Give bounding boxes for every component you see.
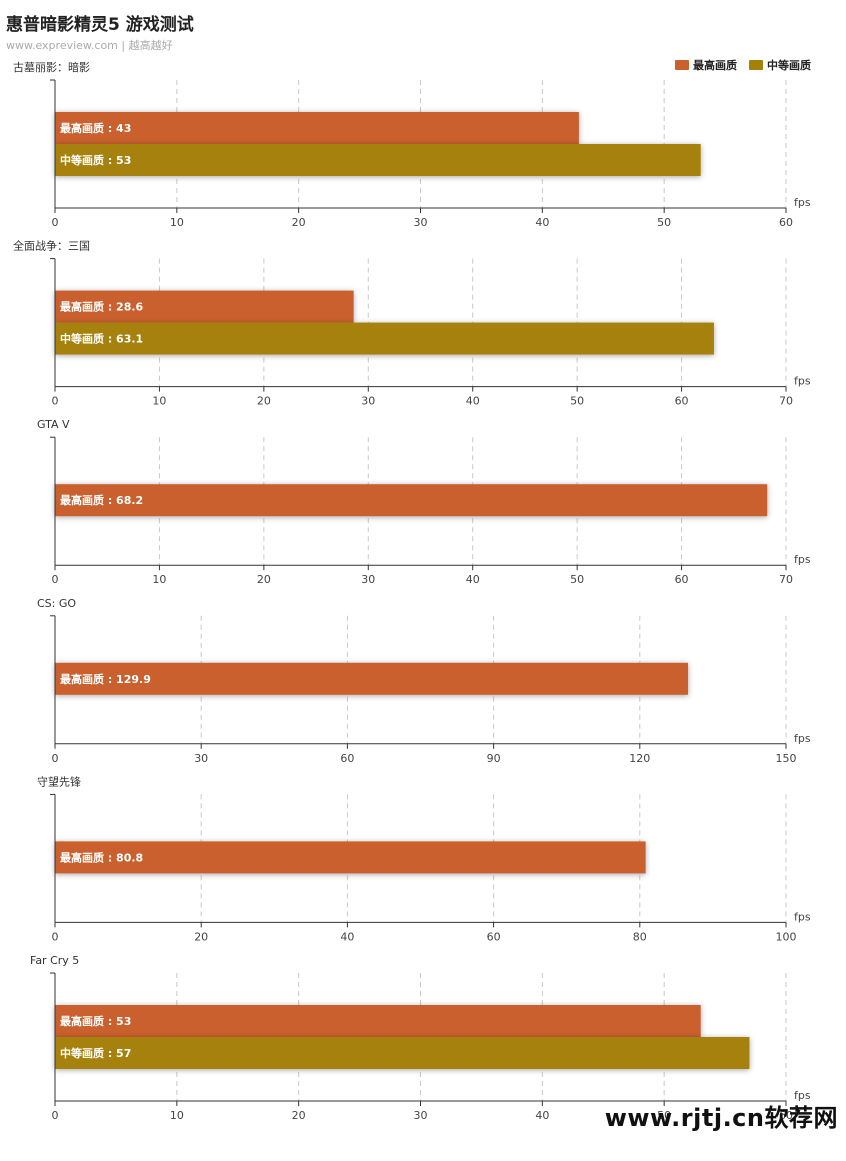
chart-5: Far Cry 5 最高画质 : 53 中等画质 : 57 0 10 20 30 40 50 60… bbox=[30, 954, 811, 1122]
x-axis-label: fps bbox=[794, 910, 811, 923]
bar-max bbox=[55, 662, 689, 695]
legend-item-mid[interactable]: 中等画质 bbox=[749, 57, 811, 73]
x-tick-label: 80 bbox=[633, 930, 647, 943]
x-tick-label: 60 bbox=[340, 752, 354, 765]
bar-max bbox=[55, 112, 579, 144]
legend-swatch-max bbox=[675, 60, 689, 70]
bar-label: 最高画质 : 80.8 bbox=[60, 850, 143, 864]
bar-max bbox=[55, 290, 354, 323]
x-tick-label: 30 bbox=[361, 573, 375, 586]
x-axis-label: fps bbox=[794, 553, 811, 566]
bar-label: 最高画质 : 28.6 bbox=[60, 300, 144, 314]
bar-mid bbox=[55, 322, 714, 355]
x-tick-label: 60 bbox=[779, 1109, 793, 1122]
x-tick-label: 60 bbox=[675, 395, 689, 408]
x-tick-label: 20 bbox=[292, 216, 306, 229]
x-tick-label: 70 bbox=[779, 395, 793, 408]
x-tick-label: 10 bbox=[170, 216, 184, 229]
watermark: www.rjtj.cn软荐网 bbox=[604, 1104, 838, 1132]
legend-label-max: 最高画质 bbox=[693, 59, 737, 72]
x-tick-label: 90 bbox=[487, 752, 501, 765]
bar-label: 中等画质 : 57 bbox=[60, 1046, 131, 1060]
bar-max bbox=[55, 841, 646, 874]
x-tick-label: 100 bbox=[776, 930, 797, 943]
page-title: 惠普暗影精灵5 游戏测试 bbox=[6, 15, 194, 35]
x-tick-label: 30 bbox=[414, 216, 428, 229]
x-tick-label: 40 bbox=[535, 1109, 549, 1122]
x-tick-label: 0 bbox=[52, 216, 59, 229]
x-tick-label: 10 bbox=[152, 573, 166, 586]
chart-title: CS: GO bbox=[37, 597, 76, 610]
x-axis-label: fps bbox=[794, 1089, 811, 1102]
x-tick-label: 30 bbox=[194, 752, 208, 765]
x-tick-label: 0 bbox=[52, 930, 59, 943]
chart-title: 守望先锋 bbox=[37, 774, 81, 788]
bar-max bbox=[55, 484, 768, 517]
bar-label: 中等画质 : 53 bbox=[60, 153, 131, 167]
x-axis-label: fps bbox=[794, 196, 811, 209]
legend-label-mid: 中等画质 bbox=[767, 59, 811, 72]
chart-title: Far Cry 5 bbox=[30, 954, 79, 967]
bar-label: 最高画质 : 43 bbox=[60, 121, 131, 135]
x-tick-label: 60 bbox=[779, 216, 793, 229]
bar-label: 最高画质 : 53 bbox=[60, 1014, 131, 1028]
x-tick-label: 50 bbox=[657, 216, 671, 229]
x-tick-label: 0 bbox=[52, 395, 59, 408]
chart-title: GTA V bbox=[37, 418, 70, 431]
bar-label: 最高画质 : 68.2 bbox=[60, 493, 143, 507]
x-tick-label: 40 bbox=[340, 930, 354, 943]
x-tick-label: 10 bbox=[170, 1109, 184, 1122]
legend-swatch-mid bbox=[749, 60, 763, 70]
chart-3: CS: GO 最高画质 : 129.9 0 30 60 90 120 150 fps bbox=[37, 597, 811, 765]
x-tick-label: 60 bbox=[487, 930, 501, 943]
x-tick-label: 50 bbox=[657, 1109, 671, 1122]
legend: 最高画质 中等画质 bbox=[675, 57, 811, 73]
x-tick-label: 30 bbox=[414, 1109, 428, 1122]
x-tick-label: 10 bbox=[152, 395, 166, 408]
x-tick-label: 20 bbox=[257, 573, 271, 586]
x-tick-label: 20 bbox=[292, 1109, 306, 1122]
x-tick-label: 20 bbox=[194, 930, 208, 943]
x-tick-label: 40 bbox=[466, 573, 480, 586]
x-tick-label: 0 bbox=[52, 573, 59, 586]
x-tick-label: 40 bbox=[535, 216, 549, 229]
x-tick-label: 0 bbox=[52, 752, 59, 765]
x-tick-label: 20 bbox=[257, 395, 271, 408]
x-tick-label: 0 bbox=[52, 1109, 59, 1122]
legend-item-max[interactable]: 最高画质 bbox=[675, 57, 737, 73]
bar-mid bbox=[55, 1037, 750, 1069]
x-tick-label: 50 bbox=[570, 395, 584, 408]
x-tick-label: 120 bbox=[629, 752, 650, 765]
x-tick-label: 50 bbox=[570, 573, 584, 586]
x-tick-label: 70 bbox=[779, 573, 793, 586]
x-axis-label: fps bbox=[794, 732, 811, 745]
bar-label: 中等画质 : 63.1 bbox=[60, 332, 143, 346]
bar-mid bbox=[55, 144, 701, 176]
chart-title: 全面战争：三国 bbox=[13, 239, 90, 253]
x-tick-label: 30 bbox=[361, 395, 375, 408]
x-tick-label: 40 bbox=[466, 395, 480, 408]
bar-max bbox=[55, 1005, 701, 1037]
x-axis-label: fps bbox=[794, 375, 811, 388]
chart-title: 古墓丽影：暗影 bbox=[13, 60, 90, 74]
x-tick-label: 60 bbox=[675, 573, 689, 586]
x-tick-label: 150 bbox=[776, 752, 797, 765]
bar-label: 最高画质 : 129.9 bbox=[60, 672, 151, 686]
page-subtitle: www.expreview.com | 越高越好 bbox=[6, 39, 173, 52]
